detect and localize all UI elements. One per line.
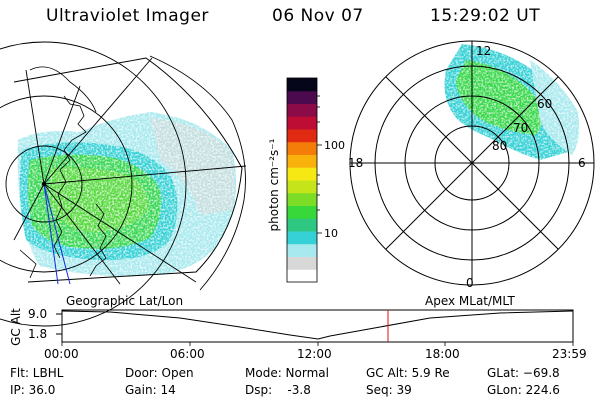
timeline-xtick-1800: 18:00 [425, 347, 460, 361]
mlt-label-6: 6 [578, 156, 586, 170]
apex-label: Apex MLat/MLT [425, 294, 515, 308]
colorbar-swatch [287, 256, 317, 270]
filter-value: Flt: LBHL [10, 366, 64, 380]
colorbar-swatch [287, 192, 317, 206]
door-value: Door: Open [125, 366, 194, 380]
polar-plot [349, 40, 595, 286]
mlat-label-80: 80 [492, 139, 508, 153]
time-label: 15:29:02 UT [430, 6, 541, 26]
mlat-label-60: 60 [537, 97, 553, 111]
colorbar-unit-label: photon cm⁻²s⁻¹ [267, 138, 281, 232]
colorbar-swatch [287, 103, 317, 117]
timeline-ytick-max: 9.0 [28, 307, 48, 321]
colorbar-swatch [287, 90, 317, 104]
colorbar [286, 77, 318, 283]
mode-value: Mode: Normal [245, 366, 329, 380]
colorbar-swatch [287, 129, 317, 143]
gain-value: Gain: 14 [125, 383, 176, 397]
date-label: 06 Nov 07 [272, 6, 364, 26]
geographic-label: Geographic Lat/Lon [66, 294, 184, 308]
colorbar-tick-100: 100 [324, 139, 345, 152]
seq-value: Seq: 39 [366, 383, 412, 397]
ip-value: IP: 36.0 [10, 383, 56, 397]
colorbar-swatch [287, 205, 317, 219]
colorbar-swatch [287, 180, 317, 194]
glat-value: GLat: −69.8 [487, 366, 560, 380]
mlt-label-18: 18 [348, 156, 364, 170]
mlt-label-0: 0 [466, 276, 474, 290]
colorbar-swatch [287, 269, 317, 283]
altitude-timeline [56, 309, 574, 346]
instrument-title: Ultraviolet Imager [46, 6, 209, 26]
colorbar-swatch [287, 231, 317, 245]
timeline-ylabel: GC Alt [9, 308, 23, 346]
colorbar-swatch [287, 218, 317, 232]
glon-value: GLon: 224.6 [487, 383, 560, 397]
timeline-xtick-2359: 23:59 [552, 347, 587, 361]
timeline-xtick-1200: 12:00 [297, 347, 332, 361]
colorbar-tick-10: 10 [324, 227, 338, 240]
timeline-ytick-min: 1.8 [28, 327, 48, 341]
colorbar-swatch [287, 141, 317, 155]
colorbar-swatch [287, 243, 317, 257]
colorbar-swatch [287, 78, 317, 92]
dsp-value: Dsp: -3.8 [245, 383, 311, 397]
mlat-label-70: 70 [513, 121, 529, 135]
timeline-xtick-0600: 06:00 [170, 347, 205, 361]
mlt-label-12: 12 [476, 44, 492, 58]
colorbar-swatch [287, 116, 317, 130]
geographic-map [0, 41, 247, 327]
colorbar-frame [286, 77, 318, 283]
timeline-xtick-0000: 00:00 [44, 347, 79, 361]
colorbar-swatch [287, 167, 317, 181]
colorbar-swatch [287, 154, 317, 168]
gc-alt-value: GC Alt: 5.9 Re [366, 366, 450, 380]
